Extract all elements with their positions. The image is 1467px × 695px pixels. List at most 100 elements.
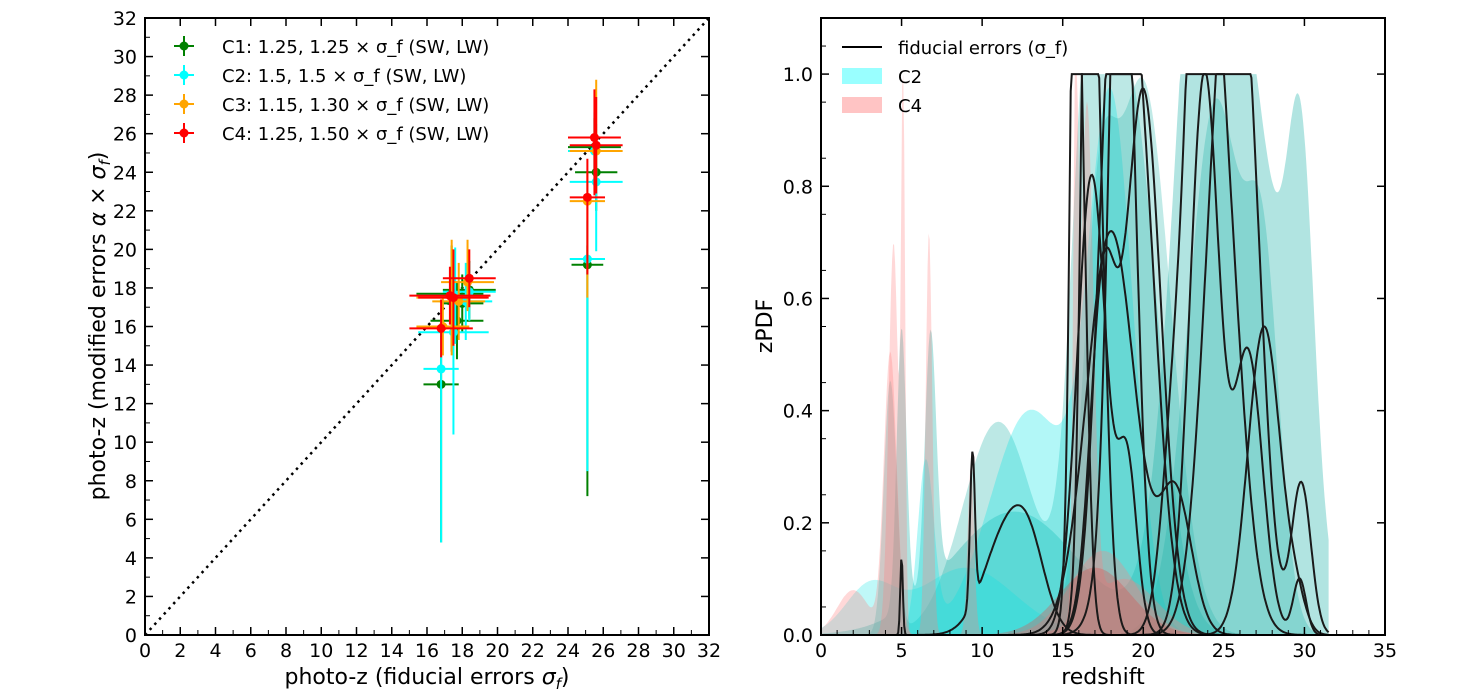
x-tick-label: 24: [556, 640, 580, 662]
right-x-axis-label: redshift: [1061, 665, 1145, 690]
data-point-marker: [591, 140, 601, 150]
x-tick-label: 0: [139, 640, 151, 662]
y-tick-label: 0.0: [783, 625, 813, 647]
zpdf-fill-c2: [821, 98, 1329, 635]
legend-label: C2: [898, 67, 922, 88]
zpdf-fill-c2: [821, 567, 1329, 635]
x-tick-label: 20: [1131, 640, 1155, 662]
zpdf-fill-c4: [821, 74, 1329, 635]
data-point-marker: [436, 364, 446, 374]
y-tick-label: 8: [125, 471, 137, 493]
legend-label: C4: [898, 96, 922, 117]
right-plot-frame: [820, 17, 1386, 636]
legend-entry-c2: C2: 1.5, 1.5 × σ_f (SW, LW): [174, 65, 466, 87]
legend-marker-dot: [179, 41, 189, 51]
data-point-marker: [448, 293, 458, 303]
x-tick-label: 8: [280, 640, 292, 662]
x-tick-label: 12: [344, 640, 368, 662]
x-tick-label: 4: [209, 640, 221, 662]
zpdf-fiducial-line: [821, 73, 1330, 635]
errorbar-points: [409, 79, 623, 543]
y-tick-label: 4: [125, 548, 137, 570]
x-tick-label: 14: [380, 640, 404, 662]
legend-entry-c3: C3: 1.15, 1.30 × σ_f (SW, LW): [174, 94, 489, 116]
x-tick-label: 30: [662, 640, 686, 662]
y-tick-label: 22: [113, 201, 137, 223]
legend-entry-c2: C2: [842, 67, 922, 88]
data-point-marker: [436, 323, 446, 333]
zpdf-fill-c2: [821, 74, 1329, 635]
zpdf-fiducial-line: [821, 73, 1329, 635]
x-tick-label: 6: [245, 640, 257, 662]
y-tick-label: 20: [113, 239, 137, 261]
y-tick-label: 26: [113, 124, 137, 146]
y-tick-label: 0.8: [783, 176, 813, 198]
legend-marker-dot: [179, 128, 189, 138]
y-tick-label: 0: [125, 625, 137, 647]
zpdf-fiducial-line: [821, 73, 1329, 635]
x-tick-label: 10: [970, 640, 994, 662]
legend-entry-c1: C1: 1.25, 1.25 × σ_f (SW, LW): [174, 36, 489, 58]
legend-label: C4: 1.25, 1.50 × σ_f (SW, LW): [222, 124, 489, 145]
errorbar-point-c4: [569, 97, 623, 194]
zpdf-fiducial-line: [821, 73, 1329, 635]
y-tick-label: 18: [113, 278, 137, 300]
left-plot-frame: [144, 17, 710, 636]
zpdf-fiducial-line: [821, 73, 1329, 635]
y-tick-label: 2: [125, 586, 137, 608]
errorbar-point-c4: [442, 249, 496, 308]
legend-fill-swatch: [842, 97, 882, 113]
x-tick-label: 35: [1373, 640, 1397, 662]
x-tick-label: 20: [485, 640, 509, 662]
y-tick-label: 16: [113, 317, 137, 339]
y-tick-label: 0.6: [783, 288, 813, 310]
x-tick-label: 26: [591, 640, 615, 662]
left-legend: C1: 1.25, 1.25 × σ_f (SW, LW) C2: 1.5, 1.…: [174, 36, 489, 145]
y-tick-label: 30: [113, 47, 137, 69]
right-y-axis-label: zPDF: [753, 299, 778, 353]
zpdf-fiducial-line: [821, 87, 1329, 635]
y-tick-label: 12: [113, 394, 137, 416]
errorbar-point-c4: [418, 249, 489, 346]
y-tick-label: 28: [113, 85, 137, 107]
left-x-axis-label: photo-z (fiducial errors σf): [284, 665, 569, 693]
zpdf-fiducial-line: [821, 73, 1329, 635]
zpdf-fiducial-line: [821, 325, 1329, 635]
legend-label: C2: 1.5, 1.5 × σ_f (SW, LW): [222, 66, 466, 87]
y-tick-label: 6: [125, 509, 137, 531]
zpdf-fiducial-line: [821, 73, 1329, 635]
x-tick-label: 28: [626, 640, 650, 662]
zpdf-fiducial-line: [821, 173, 1329, 635]
x-tick-label: 22: [521, 640, 545, 662]
legend-fill-swatch: [842, 68, 882, 84]
y-tick-label: 1.0: [783, 64, 813, 86]
x-tick-label: 16: [415, 640, 439, 662]
zpdf-fills: [821, 74, 1329, 635]
legend-entry-fiducial: fiducial errors (σ_f): [842, 38, 1068, 59]
x-tick-label: 5: [896, 640, 908, 662]
y-tick-label: 10: [113, 432, 137, 454]
data-point-marker: [464, 273, 474, 283]
left-scatter-panel: 0 2 4 6 8 10 12 14 16 18 20 22 24 26 28 30 3202468101214…: [86, 8, 721, 693]
right-axis-ticks: 0 5 10 15 20 25 30 35 0.0 0.2 0.4 0.6 0.8 1.0: [783, 18, 1397, 662]
legend-entry-c4: C4: 1.25, 1.50 × σ_f (SW, LW): [174, 123, 489, 145]
legend-marker-dot: [179, 70, 189, 80]
left-y-axis-label: photo-z (modified errors α × σf): [86, 152, 114, 501]
zpdf-fiducial-line: [821, 230, 1329, 635]
right-legend: fiducial errors (σ_f) C2 C4: [842, 38, 1068, 117]
x-tick-label: 25: [1212, 640, 1236, 662]
y-tick-label: 0.2: [783, 513, 813, 535]
data-point-marker: [589, 133, 599, 143]
legend-label: C1: 1.25, 1.25 × σ_f (SW, LW): [222, 37, 489, 58]
y-tick-label: 32: [113, 8, 137, 30]
x-tick-label: 2: [174, 640, 186, 662]
left-axis-ticks: 0 2 4 6 8 10 12 14 16 18 20 22 24 26 28 30 3202468101214…: [113, 8, 721, 662]
x-tick-label: 15: [1051, 640, 1075, 662]
zpdf-fill-c2: [821, 74, 1329, 635]
data-point-marker: [582, 192, 592, 202]
errorbar-point-c4: [409, 299, 473, 358]
x-tick-label: 10: [309, 640, 333, 662]
zpdf-lines: [821, 73, 1330, 635]
legend-label: fiducial errors (σ_f): [898, 38, 1068, 59]
